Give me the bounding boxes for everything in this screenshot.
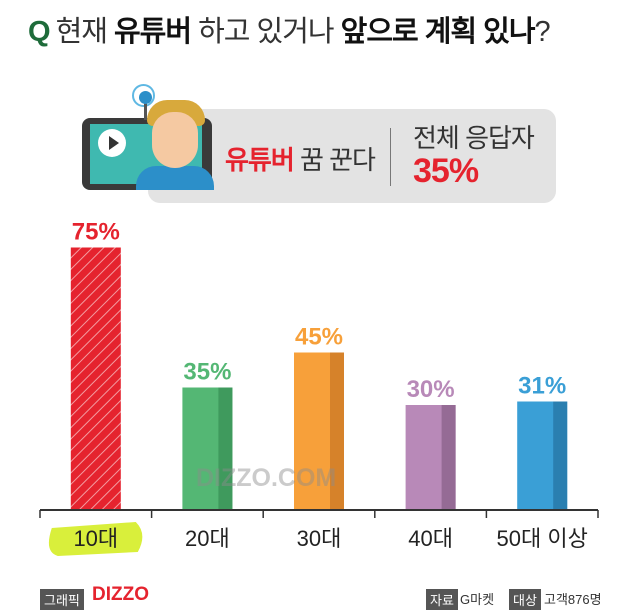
source-value: G마켓 [460, 592, 495, 607]
category-label-2: 20대 [185, 526, 230, 551]
dream-red-text: 유튜버 [225, 145, 295, 175]
value-label-5: 31% [518, 373, 566, 400]
category-label-4: 40대 [408, 526, 453, 551]
bar-shade-4 [441, 405, 456, 510]
question-mark-label: Q [28, 16, 51, 48]
value-label-3: 45% [295, 324, 343, 351]
youtuber-face-icon [152, 112, 198, 168]
graphic-tag: 그래픽 [40, 589, 84, 610]
value-label-2: 35% [183, 359, 231, 386]
value-label-1: 75% [72, 219, 120, 246]
dream-youtuber-label: 유튜버 꿈 꾼다 [225, 140, 376, 177]
target-tag: 대상 [509, 589, 541, 610]
watermark: DIZZO.COM [196, 464, 337, 492]
youtuber-shirt-icon [136, 166, 214, 190]
dream-rest-text: 꿈 꾼다 [293, 145, 376, 175]
title-end: ? [534, 16, 551, 48]
chart-title: Q 현재 유튜버 하고 있거나 앞으로 계획 있나? [28, 8, 551, 50]
bar-shade-5 [553, 401, 568, 510]
category-label-3: 30대 [297, 526, 342, 551]
category-highlight [48, 522, 143, 556]
title-bold-1: 유튜버 [114, 16, 192, 48]
signal-ring-icon [132, 84, 155, 107]
summary-banner [148, 109, 556, 203]
title-part-2: 하고 있거나 [198, 16, 334, 48]
play-icon [98, 129, 126, 157]
title-bold-2: 앞으로 계획 있나 [340, 16, 536, 48]
bar-1 [70, 247, 121, 510]
total-respondents-label: 전체 응답자 [413, 123, 535, 153]
banner-divider [390, 128, 391, 186]
bar-shade-3 [330, 352, 344, 510]
antenna-icon [144, 98, 147, 120]
bar-shade-2 [218, 387, 233, 510]
source-tag: 자료 [426, 589, 458, 610]
value-label-4: 30% [407, 376, 455, 403]
brand-logo: DIZZO [92, 584, 149, 605]
category-label-5: 50대 이상 [497, 526, 588, 551]
total-respondents-value: 35% [413, 152, 479, 190]
target-value: 고객876명 [544, 592, 602, 607]
title-part-1: 현재 [55, 16, 108, 48]
category-label-1: 10대 [73, 526, 118, 551]
antenna-dot-icon [139, 91, 152, 104]
